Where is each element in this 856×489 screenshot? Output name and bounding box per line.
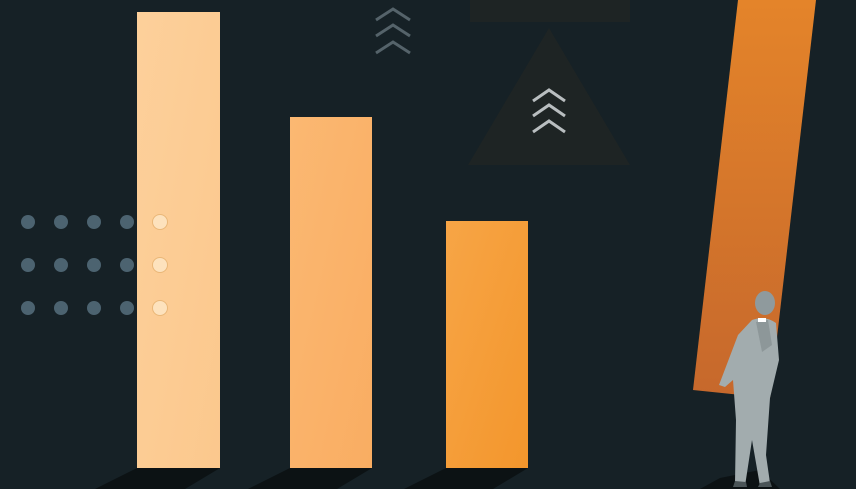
dark-block (470, 0, 630, 22)
bar (446, 221, 528, 468)
bar-shadows (95, 468, 528, 489)
page (0, 0, 856, 489)
bar (137, 12, 220, 468)
illustration (0, 0, 856, 489)
bar (290, 117, 372, 468)
